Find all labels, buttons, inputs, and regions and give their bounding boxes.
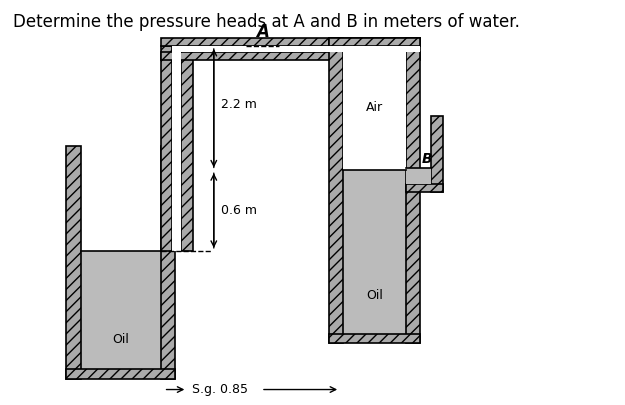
Text: S.g. 0.85: S.g. 0.85 xyxy=(192,383,248,396)
Text: Oil: Oil xyxy=(366,288,383,301)
Bar xyxy=(173,46,421,52)
Bar xyxy=(173,46,181,251)
Bar xyxy=(343,46,406,171)
Text: A: A xyxy=(256,23,269,41)
Bar xyxy=(81,251,161,369)
Bar xyxy=(431,116,442,192)
Bar xyxy=(329,38,343,343)
Text: B: B xyxy=(422,152,432,166)
Bar xyxy=(329,334,421,343)
Text: 0.6 m: 0.6 m xyxy=(221,204,257,217)
Bar xyxy=(161,52,421,60)
Bar xyxy=(66,369,176,379)
Bar xyxy=(406,168,431,184)
Bar xyxy=(329,38,421,46)
Text: Air: Air xyxy=(366,102,383,115)
Text: Determine the pressure heads at A and B in meters of water.: Determine the pressure heads at A and B … xyxy=(13,13,520,32)
Bar xyxy=(406,184,442,192)
Bar xyxy=(406,38,421,343)
Bar xyxy=(161,46,172,251)
Bar xyxy=(66,146,81,379)
Bar xyxy=(161,146,176,379)
Bar xyxy=(181,46,193,251)
Text: 2.2 m: 2.2 m xyxy=(221,98,257,111)
Bar xyxy=(343,171,406,334)
Bar xyxy=(161,38,421,46)
Text: Oil: Oil xyxy=(112,333,129,346)
